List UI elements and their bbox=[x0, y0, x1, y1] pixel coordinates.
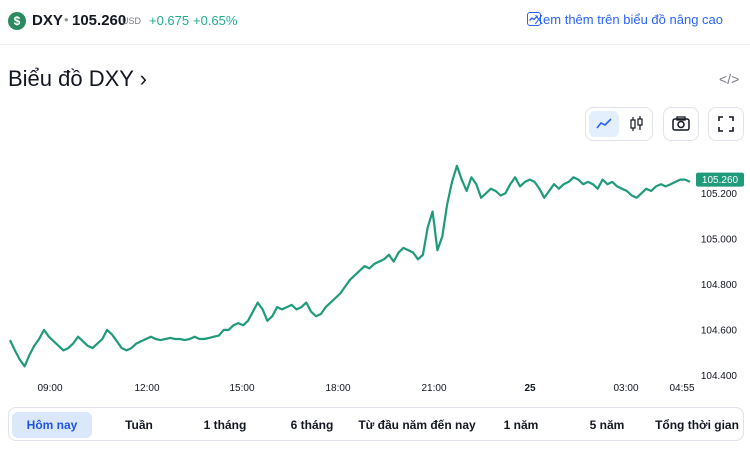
candlestick-button[interactable] bbox=[622, 111, 650, 137]
symbol-header: $ DXY • 105.260 USD +0.675 +0.65% Xem th… bbox=[0, 0, 750, 45]
fullscreen-icon bbox=[718, 116, 734, 132]
tab-1-month[interactable]: 1 tháng bbox=[203, 418, 247, 432]
candlestick-icon bbox=[630, 116, 643, 131]
currency-label: USD bbox=[122, 16, 142, 26]
x-tick-label: 18:00 bbox=[325, 383, 350, 394]
last-price-label: 105.260 bbox=[702, 175, 739, 186]
chart-type-toggle bbox=[585, 107, 653, 141]
y-tick-label: 104.400 bbox=[701, 371, 738, 382]
last-price-tag: 105.260 bbox=[696, 172, 744, 187]
price-chart-svg: 105.200 105.000 104.800 104.600 104.400 09:0… bbox=[9, 164, 744, 394]
current-price: 105.260 bbox=[72, 12, 127, 29]
tab-today[interactable]: Hôm nay bbox=[12, 412, 92, 438]
tab-6-months[interactable]: 6 tháng bbox=[290, 418, 334, 432]
line-chart-button[interactable] bbox=[589, 111, 619, 137]
tab-1-year[interactable]: 1 năm bbox=[503, 418, 539, 432]
price-line bbox=[9, 164, 691, 368]
screenshot-button[interactable] bbox=[663, 107, 699, 141]
line-chart-icon bbox=[596, 118, 612, 129]
fullscreen-button[interactable] bbox=[708, 107, 744, 141]
embed-code-icon[interactable]: </> bbox=[719, 71, 740, 87]
price-change-percent: +0.65% bbox=[193, 13, 238, 28]
advanced-chart-icon[interactable] bbox=[527, 12, 541, 26]
price-chart[interactable]: 105.200 105.000 104.800 104.600 104.400 09:0… bbox=[0, 150, 750, 400]
dollar-icon: $ bbox=[8, 12, 26, 30]
y-tick-label: 104.800 bbox=[701, 280, 738, 291]
x-tick-label: 09:00 bbox=[37, 383, 62, 394]
chart-title[interactable]: Biểu đồ DXY › bbox=[8, 66, 148, 91]
y-tick-label: 105.000 bbox=[701, 234, 738, 245]
price-change: +0.675 bbox=[149, 13, 190, 28]
time-range-tabs: Hôm nay Tuần 1 tháng 6 tháng Từ đầu năm … bbox=[8, 407, 744, 441]
tab-5-years[interactable]: 5 năm bbox=[589, 418, 625, 432]
y-tick-label: 104.600 bbox=[701, 325, 738, 336]
x-tick-label: 12:00 bbox=[134, 383, 159, 394]
advanced-chart-link[interactable]: Xem thêm trên biểu đồ nâng cao bbox=[534, 12, 723, 27]
tab-all-time[interactable]: Tổng thời gian bbox=[655, 418, 739, 432]
x-tick-label: 21:00 bbox=[421, 383, 446, 394]
x-tick-label: 03:00 bbox=[613, 383, 638, 394]
y-tick-label: 105.200 bbox=[701, 189, 738, 200]
tab-ytd[interactable]: Từ đầu năm đến nay bbox=[358, 418, 476, 432]
camera-icon bbox=[672, 116, 690, 131]
x-tick-label: 25 bbox=[524, 383, 536, 394]
x-tick-label: 15:00 bbox=[229, 383, 254, 394]
ticker-symbol: DXY bbox=[32, 12, 63, 29]
separator-dot: • bbox=[64, 12, 69, 27]
x-tick-label: 04:55 bbox=[669, 383, 694, 394]
tab-week[interactable]: Tuần bbox=[125, 418, 153, 432]
